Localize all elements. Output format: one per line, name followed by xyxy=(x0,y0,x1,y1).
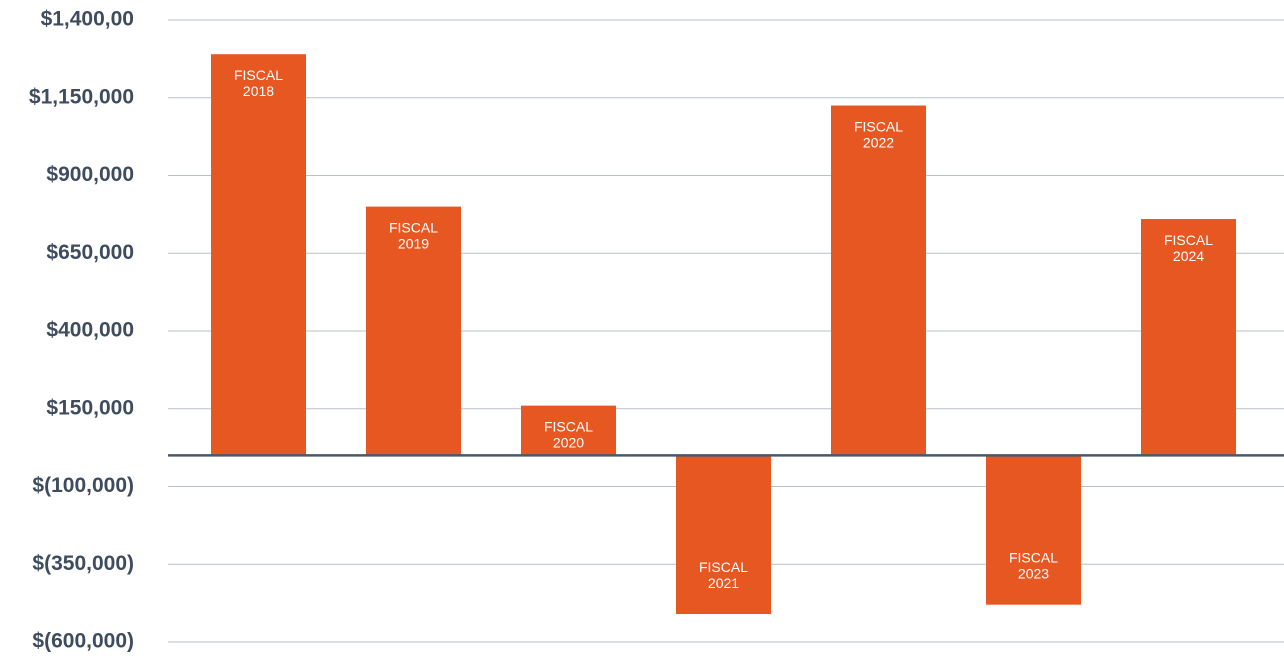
y-tick-label: $650,000 xyxy=(46,241,134,264)
y-tick-label: $400,000 xyxy=(46,319,134,342)
bar xyxy=(1141,219,1236,456)
y-tick-label: $(100,000) xyxy=(32,474,134,497)
category-label: FISCAL 2023 xyxy=(1009,549,1058,581)
category-label: FISCAL 2019 xyxy=(389,219,438,251)
y-tick-label: $900,000 xyxy=(46,163,134,186)
y-tick-label: $(600,000) xyxy=(32,630,134,653)
bar xyxy=(521,405,616,456)
bar xyxy=(986,455,1081,605)
bar xyxy=(676,455,771,615)
y-tick-label: $150,000 xyxy=(46,396,134,419)
y-tick-label: $1,400,00 xyxy=(41,8,134,31)
category-label: FISCAL 2024 xyxy=(1164,232,1213,264)
category-label: FISCAL 2021 xyxy=(699,559,748,591)
bar xyxy=(211,54,306,456)
y-tick-label: $(350,000) xyxy=(32,552,134,575)
category-label: FISCAL 2020 xyxy=(544,418,593,450)
category-label: FISCAL 2022 xyxy=(854,118,903,150)
bar xyxy=(366,206,461,456)
category-label: FISCAL 2018 xyxy=(234,67,283,99)
y-tick-label: $1,150,000 xyxy=(29,85,134,108)
bar xyxy=(831,105,926,456)
